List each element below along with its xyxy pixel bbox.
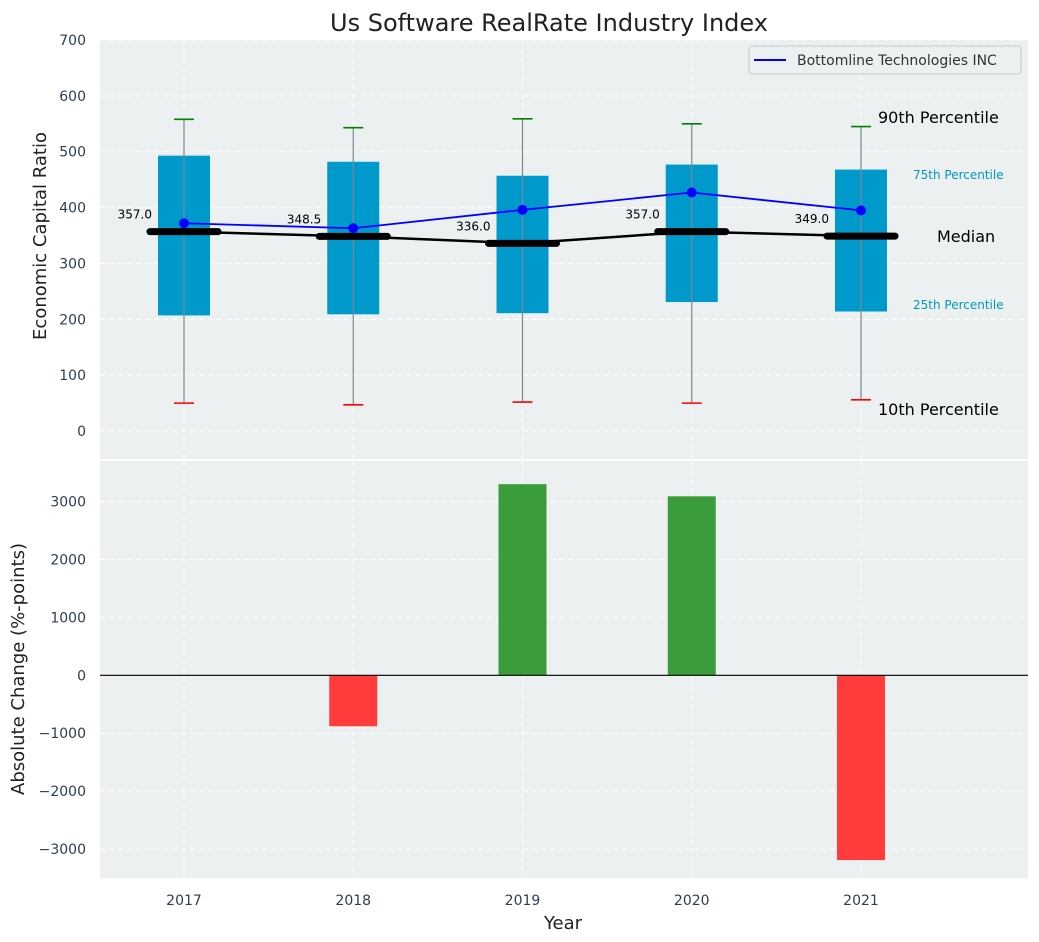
x-tick-label-2021: 2021 (843, 893, 879, 909)
x-tick-label-2018: 2018 (335, 893, 371, 909)
x-axis-label: Year (543, 913, 583, 934)
change-bar-2021 (837, 675, 885, 861)
legend: Bottomline Technologies INC (748, 45, 1022, 75)
top-y-tick-label: 400 (59, 201, 86, 217)
legend-frame (748, 45, 1022, 75)
bottom-plot-background (100, 461, 1028, 878)
bottom-y-tick-label: 2000 (50, 552, 86, 568)
change-bar-2020 (667, 496, 716, 676)
median-value-label-2021: 349.0 (795, 212, 829, 226)
annotation-25th: 25th Percentile (913, 298, 1004, 312)
company-point-2017 (179, 218, 189, 229)
top-y-tick-label: 300 (59, 256, 86, 272)
annotation-10th: 10th Percentile (878, 400, 999, 419)
top-y-tick-label: 700 (59, 33, 86, 49)
percentile-annotations: 90th Percentile 75th Percentile Median 2… (878, 108, 1004, 419)
annotation-median: Median (937, 227, 995, 246)
annotation-75th: 75th Percentile (913, 168, 1004, 182)
x-tick-label-2020: 2020 (674, 893, 710, 909)
company-point-2019 (517, 204, 528, 215)
annotation-90th: 90th Percentile (878, 108, 999, 127)
top-panel: 0 100 200 300 400 500 600 700 357.0 348.5 336.0 357… (59, 33, 1028, 459)
top-y-tick-label: 200 (59, 312, 86, 328)
legend-label: Bottomline Technologies INC (797, 53, 997, 69)
bottom-y-tick-label: −2000 (39, 784, 86, 800)
median-value-label-2019: 336.0 (456, 219, 490, 233)
median-value-label-2018: 348.5 (287, 212, 321, 226)
top-plot-background (100, 40, 1028, 459)
x-tick-label-2019: 2019 (505, 893, 541, 909)
bottom-y-tick-label: −3000 (39, 842, 86, 858)
top-y-axis-label: Economic Capital Ratio (30, 132, 51, 340)
bottom-panel: −3000 −2000 −1000 0 1000 2000 3000 2017 2018 2019… (39, 461, 1028, 909)
change-bar-2018 (329, 675, 378, 727)
top-y-tick-label: 600 (59, 89, 86, 105)
top-y-tick-label: 0 (77, 424, 86, 440)
bottom-y-tick-label: −1000 (39, 726, 86, 742)
median-value-label-2017: 357.0 (118, 208, 152, 222)
bottom-y-axis-label: Absolute Change (%-points) (8, 543, 29, 795)
top-y-tick-label: 100 (59, 368, 86, 384)
top-y-tick-label: 500 (59, 145, 86, 161)
bottom-y-tick-label: 3000 (50, 495, 86, 511)
x-tick-label-2017: 2017 (166, 893, 202, 909)
chart-title: Us Software RealRate Industry Index (330, 9, 768, 37)
bottom-y-tick-label: 0 (77, 668, 86, 684)
change-bar-2019 (498, 484, 547, 676)
bottom-y-tick-label: 1000 (50, 610, 86, 626)
company-point-2018 (348, 223, 359, 234)
company-point-2021 (856, 205, 866, 216)
median-value-label-2020: 357.0 (625, 208, 659, 222)
company-point-2020 (686, 187, 697, 198)
